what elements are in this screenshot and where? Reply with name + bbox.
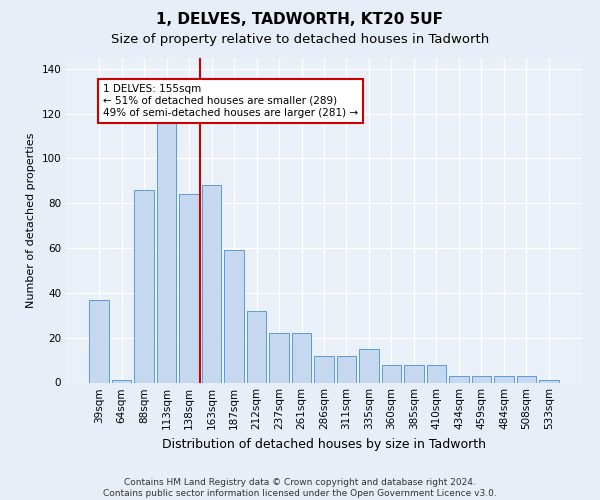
Text: Contains HM Land Registry data © Crown copyright and database right 2024.
Contai: Contains HM Land Registry data © Crown c… (103, 478, 497, 498)
Bar (89, 300, 109, 382)
Bar (314, 356, 334, 382)
Bar (517, 376, 536, 382)
Text: 1 DELVES: 155sqm
← 51% of detached houses are smaller (289)
49% of semi-detached: 1 DELVES: 155sqm ← 51% of detached house… (103, 84, 358, 117)
Text: 1, DELVES, TADWORTH, KT20 5UF: 1, DELVES, TADWORTH, KT20 5UF (157, 12, 443, 28)
Bar (112, 380, 131, 382)
Bar (179, 194, 199, 382)
Bar (224, 250, 244, 382)
Bar (292, 333, 311, 382)
Y-axis label: Number of detached properties: Number of detached properties (26, 132, 36, 308)
Bar (202, 186, 221, 382)
Bar (134, 190, 154, 382)
Bar (269, 333, 289, 382)
Bar (382, 364, 401, 382)
Bar (359, 349, 379, 382)
Bar (427, 364, 446, 382)
Bar (337, 356, 356, 382)
X-axis label: Distribution of detached houses by size in Tadworth: Distribution of detached houses by size … (162, 438, 486, 451)
Bar (247, 311, 266, 382)
Text: Size of property relative to detached houses in Tadworth: Size of property relative to detached ho… (111, 32, 489, 46)
Bar (494, 376, 514, 382)
Bar (404, 364, 424, 382)
Bar (449, 376, 469, 382)
Bar (472, 376, 491, 382)
Bar (539, 380, 559, 382)
Bar (157, 118, 176, 382)
